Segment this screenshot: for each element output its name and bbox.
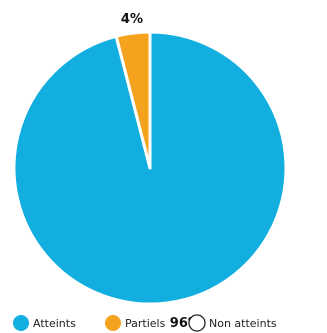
- legend-label-partiels: Partiels: [125, 317, 166, 330]
- chart-legend: Atteints Partiels Non atteints: [13, 314, 277, 332]
- legend-swatch-atteints: [13, 315, 29, 331]
- pie-slice-partiels: [114, 30, 152, 170]
- pie-label-partiels: 4%: [121, 12, 143, 27]
- legend-swatch-non-atteints: [188, 314, 206, 332]
- pie-slices: [12, 30, 288, 306]
- legend-label-non-atteints: Non atteints: [209, 317, 277, 330]
- legend-swatch-partiels: [105, 315, 121, 331]
- legend-label-atteints: Atteints: [33, 317, 76, 330]
